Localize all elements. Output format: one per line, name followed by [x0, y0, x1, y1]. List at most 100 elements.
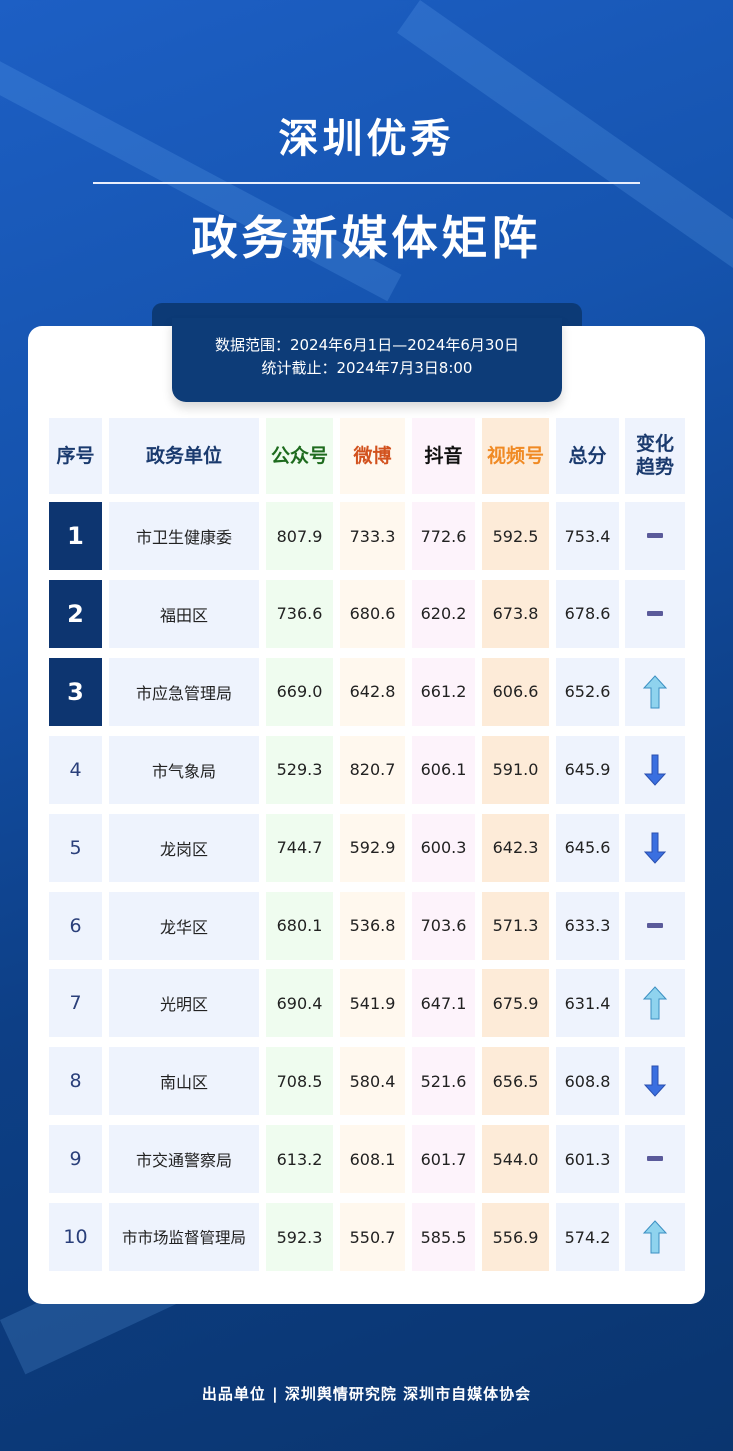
- weibo-score-text: 820.7: [349, 760, 396, 780]
- douyin-score-text: 703.6: [420, 916, 467, 935]
- douyin-score-text: 661.2: [420, 682, 467, 702]
- sph-score: 606.6: [482, 657, 549, 726]
- trend-cell: [625, 502, 685, 570]
- title-line-1: 深圳优秀: [278, 116, 455, 162]
- rank-cell: 5: [49, 813, 102, 882]
- weibo-score-text: 550.7: [349, 1227, 396, 1247]
- rank-cell: 9: [49, 1125, 102, 1194]
- rank-cell: 6: [49, 891, 102, 960]
- sph-score: 592.5: [482, 502, 549, 570]
- unit-cell-text: 福田区: [159, 605, 208, 625]
- sph-score: 571.3: [482, 891, 549, 960]
- unit-cell-text: 市气象局: [151, 761, 216, 781]
- rank-cell-text: 9: [69, 1148, 82, 1171]
- gzh-score: 736.6: [266, 579, 333, 648]
- total-score: 631.4: [556, 969, 619, 1038]
- unit-cell-text: 龙华区: [159, 917, 208, 937]
- sph-score-text: 673.8: [492, 604, 539, 624]
- douyin-score: 600.3: [412, 813, 475, 882]
- total-score: 645.9: [556, 735, 619, 804]
- total-score-text: 652.6: [564, 682, 611, 702]
- sph-score-text: 606.6: [492, 682, 539, 702]
- gzh-score: 669.0: [266, 657, 333, 726]
- gzh-score: 680.1: [266, 891, 333, 960]
- weibo-score: 536.8: [340, 891, 405, 960]
- douyin-score: 647.1: [412, 969, 475, 1038]
- gzh-score-text: 708.5: [276, 1071, 323, 1091]
- rank-cell: 10: [49, 1203, 102, 1272]
- douyin-score-text: 601.7: [420, 1149, 467, 1169]
- rank-cell: 7: [49, 969, 102, 1038]
- total-score-text: 645.6: [564, 838, 611, 858]
- rank-cell-text: 6: [69, 914, 82, 937]
- weibo-score-text: 680.6: [349, 604, 396, 624]
- weibo-score: 733.3: [340, 502, 405, 570]
- sph-score: 591.0: [482, 735, 549, 804]
- unit-cell-text: 市应急管理局: [135, 683, 232, 703]
- rank-cell-text: 10: [63, 1226, 88, 1249]
- total-score: 601.3: [556, 1125, 619, 1194]
- arrow-down-icon: [643, 1065, 667, 1098]
- douyin-score-text: 585.5: [420, 1227, 467, 1247]
- arrow-up-icon: [642, 675, 668, 709]
- unit-cell: 龙岗区: [109, 813, 259, 882]
- gzh-score: 744.7: [266, 813, 333, 882]
- rank-cell-text: 2: [67, 599, 84, 628]
- header-weibo: 微博: [340, 418, 405, 494]
- arrow-down-icon: [643, 832, 667, 864]
- gzh-score-text: 529.3: [276, 760, 323, 780]
- unit-cell-text: 市市场监督管理局: [121, 1229, 246, 1248]
- douyin-score-text: 772.6: [420, 526, 467, 546]
- trend-cell: [625, 1047, 685, 1116]
- weibo-score-text: 580.4: [349, 1071, 396, 1091]
- rank-cell-text: 4: [69, 758, 82, 781]
- rank-cell: 1: [49, 502, 102, 570]
- douyin-score: 661.2: [412, 657, 475, 726]
- trend-cell: [625, 735, 685, 804]
- trend-cell: [625, 579, 685, 648]
- douyin-score: 703.6: [412, 891, 475, 960]
- header-unit: 政务单位: [109, 418, 259, 494]
- unit-cell: 市卫生健康委: [109, 502, 259, 570]
- total-score-text: 631.4: [564, 993, 611, 1013]
- header-gzh: 公众号: [266, 418, 333, 494]
- total-score: 633.3: [556, 891, 619, 960]
- douyin-score-text: 647.1: [420, 993, 467, 1013]
- douyin-score: 606.1: [412, 735, 475, 804]
- gzh-score: 613.2: [266, 1125, 333, 1194]
- total-score: 574.2: [556, 1203, 619, 1272]
- unit-cell: 龙华区: [109, 891, 259, 960]
- dash-icon: [647, 533, 663, 539]
- sph-score: 673.8: [482, 579, 549, 648]
- weibo-score-text: 536.8: [349, 916, 396, 935]
- sph-score-text: 544.0: [492, 1149, 539, 1169]
- unit-cell: 光明区: [109, 969, 259, 1038]
- unit-cell-text: 光明区: [159, 995, 208, 1015]
- data-range-banner: 数据范围：2024年6月1日—2024年6月30日 统计截止：2024年7月3日…: [172, 318, 562, 402]
- weibo-score-text: 642.8: [349, 682, 396, 702]
- weibo-score-text: 592.9: [349, 838, 396, 858]
- header-rank: 序号: [49, 418, 102, 494]
- weibo-score: 541.9: [340, 969, 405, 1038]
- weibo-score: 592.9: [340, 813, 405, 882]
- total-score-text: 678.6: [564, 604, 611, 624]
- gzh-score: 592.3: [266, 1203, 333, 1272]
- header-rank-label: 序号: [56, 444, 95, 467]
- sph-score: 556.9: [482, 1203, 549, 1272]
- sph-score-text: 642.3: [492, 838, 539, 858]
- sph-score-text: 656.5: [492, 1071, 539, 1091]
- unit-cell: 南山区: [109, 1047, 259, 1116]
- header-douyin-label: 抖音: [424, 444, 463, 467]
- weibo-score-text: 608.1: [349, 1149, 396, 1169]
- header-unit-label: 政务单位: [145, 444, 222, 467]
- unit-cell: 市市场监督管理局: [109, 1203, 259, 1272]
- weibo-score: 680.6: [340, 579, 405, 648]
- gzh-score-text: 669.0: [276, 682, 323, 702]
- unit-cell-text: 南山区: [159, 1073, 208, 1093]
- unit-cell: 市气象局: [109, 735, 259, 804]
- weibo-score: 550.7: [340, 1203, 405, 1272]
- trend-cell: [625, 1203, 685, 1272]
- unit-cell: 福田区: [109, 579, 259, 648]
- weibo-score-text: 541.9: [349, 993, 396, 1013]
- trend-cell: [625, 657, 685, 726]
